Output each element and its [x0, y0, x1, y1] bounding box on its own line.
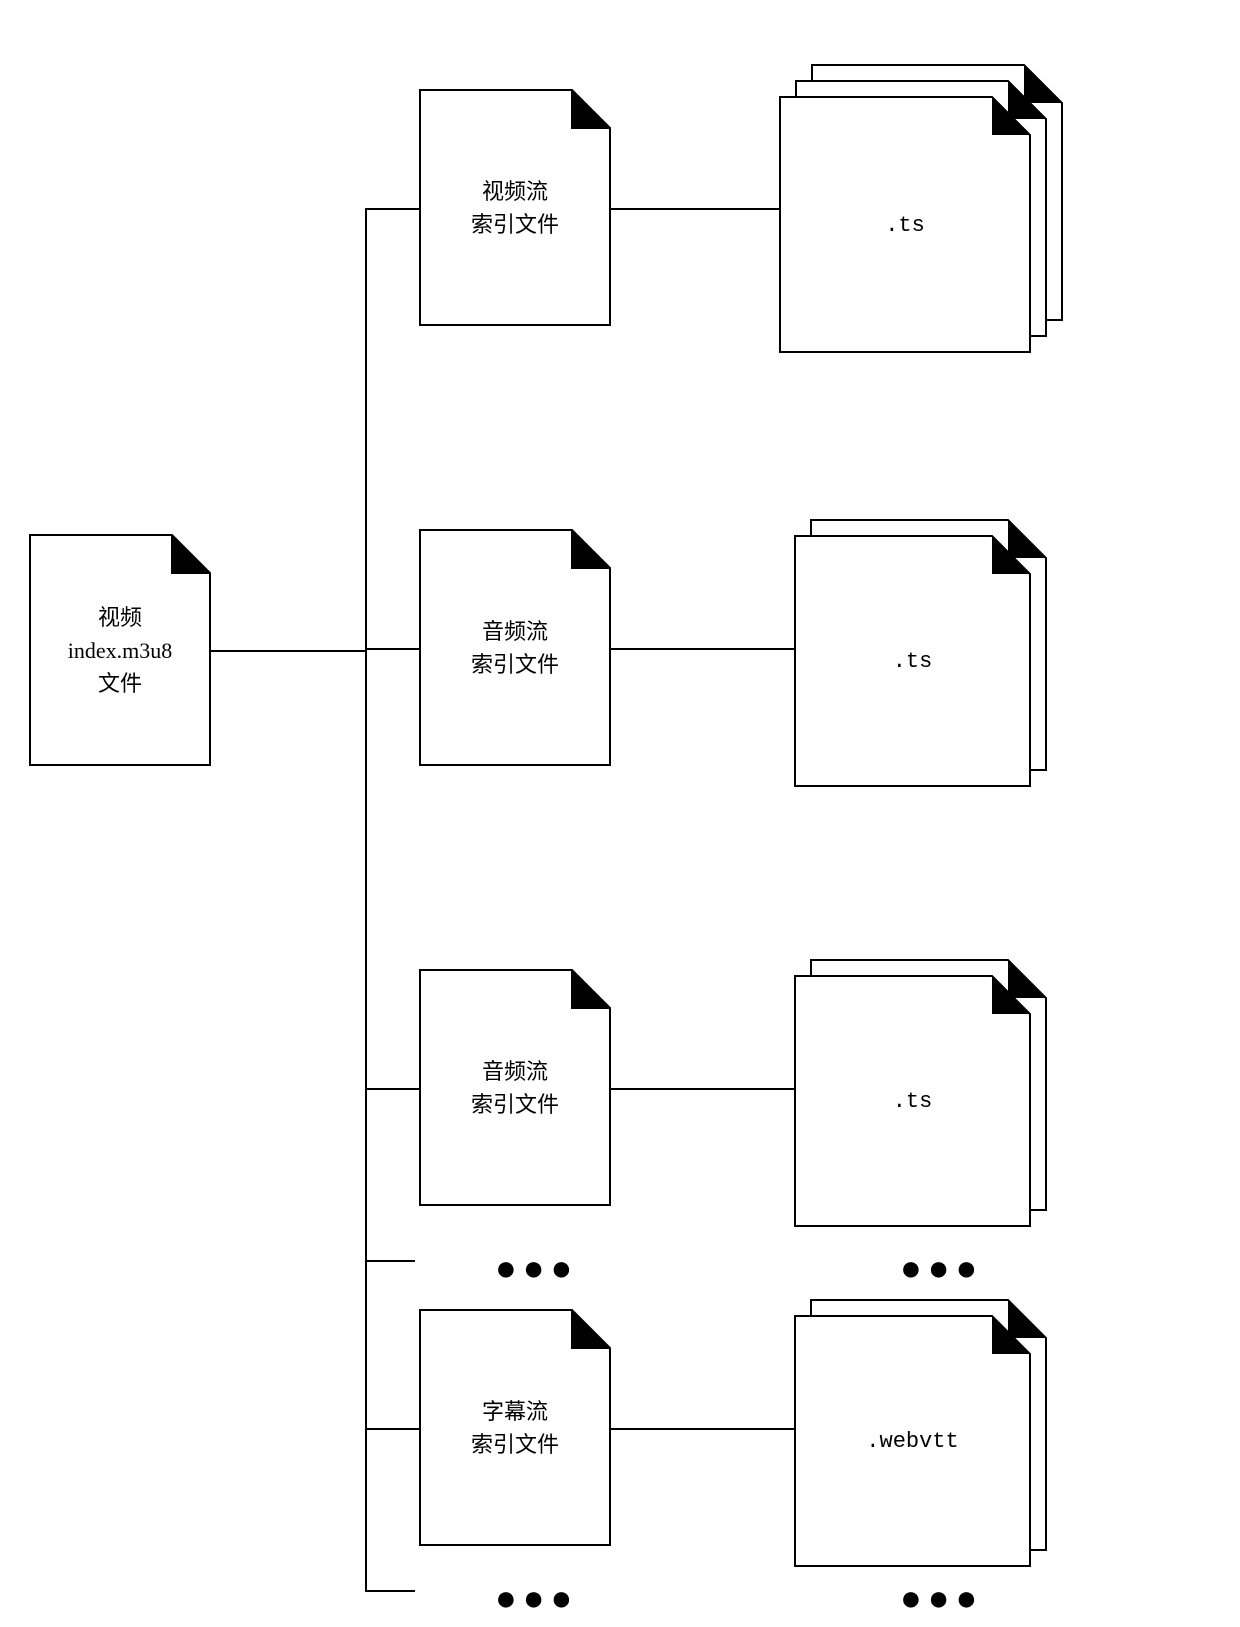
- index-ellipsis-1: ●●●: [495, 1580, 578, 1616]
- subtitle-index-label: 字幕流 索引文件: [471, 1395, 559, 1461]
- subtitle-index: 字幕流 索引文件: [420, 1310, 610, 1545]
- bus-tick-subtitle-index: [365, 1428, 420, 1430]
- bus-tick-audio-index-1: [365, 648, 420, 650]
- ts-stack-2-label: .ts: [893, 649, 933, 674]
- video-index-label: 视频流 索引文件: [471, 175, 559, 241]
- audio-index-2-label: 音频流 索引文件: [471, 1055, 559, 1121]
- audio-index-2: 音频流 索引文件: [420, 970, 610, 1205]
- conn-ts-stack-1: [610, 208, 780, 210]
- index-ellipsis-0: ●●●: [495, 1250, 578, 1286]
- stack-ellipsis-0: ●●●: [900, 1250, 983, 1286]
- webvtt-stack-label: .webvtt: [866, 1429, 958, 1454]
- bus-tick-video-index: [365, 208, 420, 210]
- ts-stack-1-label: .ts: [885, 213, 925, 238]
- conn-ts-stack-2: [610, 648, 795, 650]
- bus-vertical: [365, 208, 367, 1590]
- bus-tick-ellipsis-0: [365, 1260, 415, 1262]
- conn-webvtt-stack: [610, 1428, 795, 1430]
- diagram-canvas: 视频 index.m3u8 文件 视频流 索引文件 音频流 索引文件 音频流 索…: [0, 0, 1240, 1627]
- root-index-label: 视频 index.m3u8 文件: [68, 601, 173, 700]
- stack-ellipsis-1: ●●●: [900, 1580, 983, 1616]
- audio-index-1: 音频流 索引文件: [420, 530, 610, 765]
- root-to-bus-connector: [210, 650, 365, 652]
- ts-stack-3-label: .ts: [893, 1089, 933, 1114]
- root-index-file: 视频 index.m3u8 文件: [30, 535, 210, 765]
- bus-tick-ellipsis-1: [365, 1590, 415, 1592]
- ts-stack-1: [780, 65, 1062, 352]
- audio-index-1-label: 音频流 索引文件: [471, 615, 559, 681]
- conn-ts-stack-3: [610, 1088, 795, 1090]
- bus-tick-audio-index-2: [365, 1088, 420, 1090]
- video-index: 视频流 索引文件: [420, 90, 610, 325]
